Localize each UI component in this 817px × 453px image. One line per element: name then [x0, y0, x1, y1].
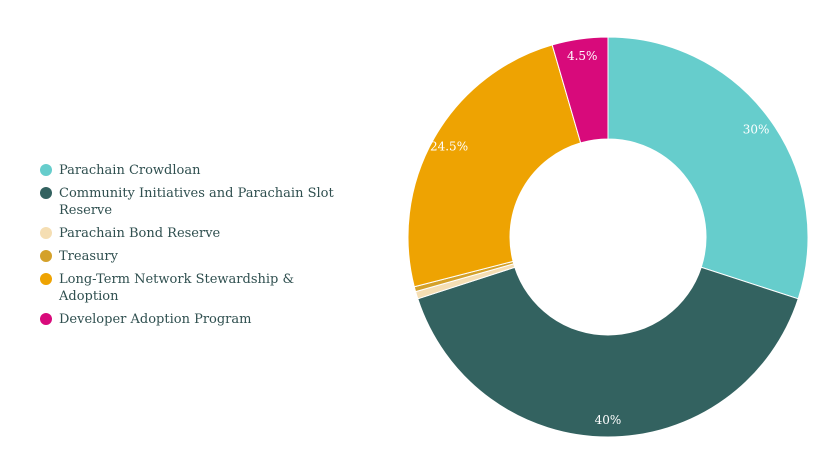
slice-value-label: 4.5% — [567, 49, 598, 63]
legend-label: Developer Adoption Program — [59, 312, 252, 327]
chart-legend: Parachain Crowdloan Community Initiatives… — [40, 162, 340, 334]
legend-item[interactable]: Parachain Crowdloan — [40, 162, 340, 179]
donut-slice[interactable] — [417, 266, 799, 438]
legend-swatch — [40, 273, 52, 285]
legend-swatch — [40, 250, 52, 262]
donut-slice[interactable] — [407, 44, 582, 288]
slice-value-label: 30% — [743, 122, 770, 136]
legend-swatch — [40, 164, 52, 176]
legend-label: Long-Term Network Stewardship & Adoption — [59, 272, 295, 304]
legend-swatch — [40, 187, 52, 199]
slice-value-label: 40% — [595, 413, 622, 427]
legend-item[interactable]: Long-Term Network Stewardship & Adoption — [40, 271, 340, 305]
legend-label: Treasury — [59, 249, 118, 264]
legend-swatch — [40, 313, 52, 325]
donut-slice[interactable] — [551, 36, 609, 144]
legend-label: Parachain Crowdloan — [59, 163, 201, 178]
legend-item[interactable]: Treasury — [40, 248, 340, 265]
legend-label: Community Initiatives and Parachain Slot… — [59, 186, 334, 218]
legend-item[interactable]: Developer Adoption Program — [40, 311, 340, 328]
legend-swatch — [40, 227, 52, 239]
legend-item[interactable]: Parachain Bond Reserve — [40, 225, 340, 242]
legend-item[interactable]: Community Initiatives and Parachain Slot… — [40, 185, 340, 219]
slice-value-label: 24.5% — [430, 139, 468, 153]
legend-label: Parachain Bond Reserve — [59, 226, 221, 241]
donut-slice[interactable] — [607, 36, 809, 300]
